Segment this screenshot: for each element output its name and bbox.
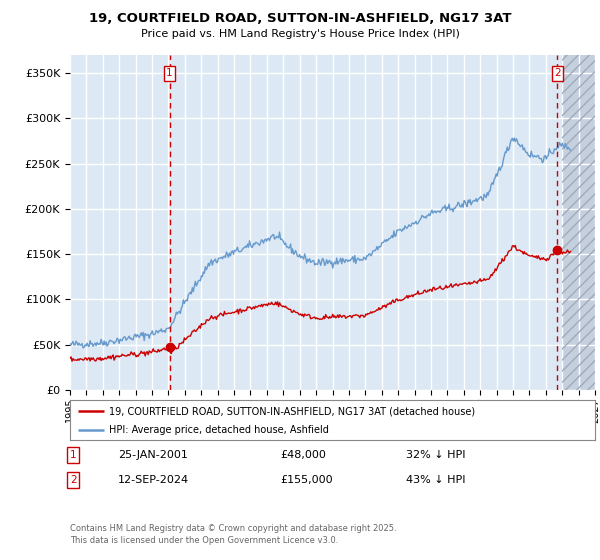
Text: 25-JAN-2001: 25-JAN-2001 <box>118 450 188 460</box>
Text: 1: 1 <box>166 68 173 78</box>
Bar <box>562 55 595 390</box>
Text: Price paid vs. HM Land Registry's House Price Index (HPI): Price paid vs. HM Land Registry's House … <box>140 29 460 39</box>
Text: 19, COURTFIELD ROAD, SUTTON-IN-ASHFIELD, NG17 3AT (detached house): 19, COURTFIELD ROAD, SUTTON-IN-ASHFIELD,… <box>109 406 476 416</box>
Text: 1: 1 <box>70 450 77 460</box>
Text: 2: 2 <box>554 68 561 78</box>
Text: 12-SEP-2024: 12-SEP-2024 <box>118 475 189 485</box>
Text: 43% ↓ HPI: 43% ↓ HPI <box>406 475 466 485</box>
Text: HPI: Average price, detached house, Ashfield: HPI: Average price, detached house, Ashf… <box>109 425 329 435</box>
Bar <box>562 55 595 390</box>
Text: 19, COURTFIELD ROAD, SUTTON-IN-ASHFIELD, NG17 3AT: 19, COURTFIELD ROAD, SUTTON-IN-ASHFIELD,… <box>89 12 511 25</box>
Text: Contains HM Land Registry data © Crown copyright and database right 2025.
This d: Contains HM Land Registry data © Crown c… <box>70 524 397 545</box>
Text: £155,000: £155,000 <box>280 475 332 485</box>
Text: £48,000: £48,000 <box>280 450 326 460</box>
Text: 2: 2 <box>70 475 77 485</box>
Text: 32% ↓ HPI: 32% ↓ HPI <box>406 450 466 460</box>
